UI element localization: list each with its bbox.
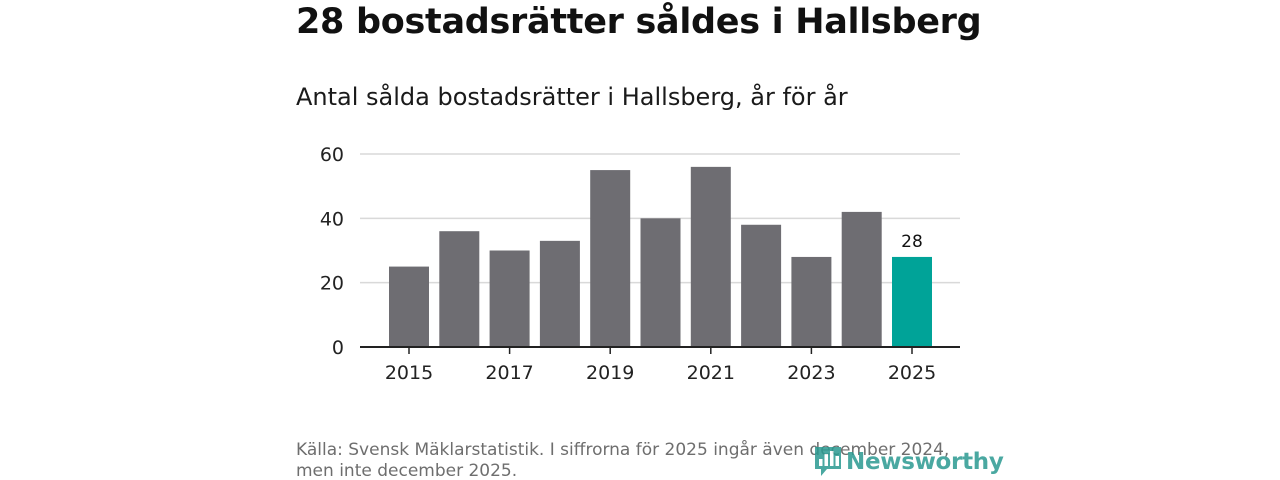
bar-2022 xyxy=(741,224,782,347)
bar-chart: 0 20 40 60 2015 2017 2019 2021 2023 2025 28 xyxy=(320,144,960,384)
y-tick-label-0: 0 xyxy=(332,337,344,359)
bar-2020 xyxy=(640,218,681,347)
y-tick-label-60: 60 xyxy=(320,144,344,166)
bar-2021 xyxy=(690,166,731,347)
bars xyxy=(389,166,932,347)
bar-2024 xyxy=(841,211,882,347)
headline: 28 bostadsrätter såldes i Hallsberg xyxy=(296,2,982,42)
x-tick-label-2021: 2021 xyxy=(687,362,735,384)
bar-2016 xyxy=(439,231,480,347)
bar-2015 xyxy=(389,266,429,347)
x-tick-label-2015: 2015 xyxy=(385,362,433,384)
x-tick-label-2025: 2025 xyxy=(888,362,936,384)
y-tick-label-40: 40 xyxy=(320,208,344,230)
data-label-2025: 28 xyxy=(901,232,923,252)
labels: 0 20 40 60 2015 2017 2019 2021 2023 2025 28 xyxy=(320,144,936,384)
bar-2018 xyxy=(539,240,580,347)
bar-2019 xyxy=(590,170,631,347)
x-tick-label-2023: 2023 xyxy=(787,362,835,384)
bar-chart-speech-icon xyxy=(815,447,841,476)
chart-title: Antal sålda bostadsrätter i Hallsberg, å… xyxy=(296,83,848,111)
source-note: Källa: Svensk Mäklarstatistik. I siffror… xyxy=(296,440,950,480)
x-tick-label-2019: 2019 xyxy=(586,362,634,384)
bar-2025 xyxy=(892,256,932,347)
bar-2017 xyxy=(489,250,530,347)
x-tick-label-2017: 2017 xyxy=(485,362,533,384)
brand-name: Newsworthy xyxy=(846,449,1004,475)
axes xyxy=(360,346,960,354)
bar-2023 xyxy=(791,256,832,347)
newsworthy-logo[interactable]: Newsworthy xyxy=(813,445,1004,479)
y-tick-label-20: 20 xyxy=(320,273,344,295)
